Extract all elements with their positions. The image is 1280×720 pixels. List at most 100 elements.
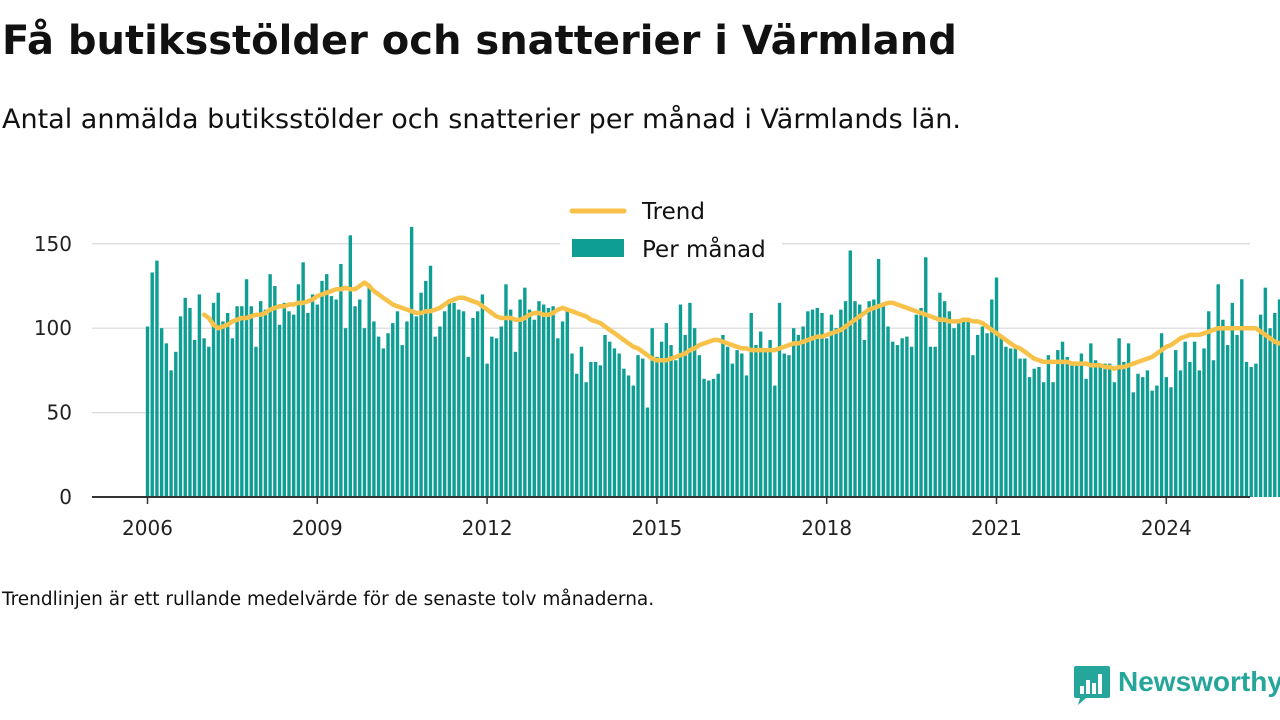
bar [419,292,423,497]
chart-legend: Trend Per månad [560,188,782,268]
bar [560,321,565,497]
bar [447,299,452,497]
bar [707,380,711,497]
bar [891,341,895,497]
bar [598,365,602,497]
bar [716,373,720,497]
x-tick-label: 2006 [122,516,173,540]
bar [636,355,640,497]
bar [796,334,801,497]
bar [942,301,947,497]
bar [801,326,805,497]
bar [612,348,617,497]
bar [1023,358,1027,497]
y-tick-label: 150 [34,232,72,256]
bar [815,307,819,497]
bar [301,262,305,497]
bar [386,333,390,497]
bar [1051,382,1055,497]
bar-chart: 0 50 100 150 2006 2009 2012 2015 2018 2021 2024 Tr… [34,188,1280,540]
bar [329,296,334,497]
bar [461,311,466,497]
bar [711,378,716,497]
legend-bar-swatch [572,239,624,257]
y-tick-label: 50 [47,401,72,425]
bar [853,301,857,497]
bar [537,301,541,497]
bar [957,323,961,497]
bar [254,346,258,497]
bar [556,338,560,497]
bar [287,311,291,497]
bar [985,333,989,497]
bar [1084,378,1088,497]
bar [575,373,579,497]
trend-line [201,280,1280,371]
brand-logo[interactable]: Newsworthy [1072,664,1280,706]
bar [292,314,296,497]
bar [273,285,277,497]
bar [1122,361,1126,497]
bar [758,331,763,497]
bar [244,279,249,497]
bar [924,257,928,497]
bar [155,260,159,497]
bar [499,326,503,497]
bar [768,339,772,497]
bar [730,363,735,497]
footnote: Trendlinjen är ett rullande medelvärde f… [2,589,655,610]
bar [683,334,687,497]
bar [754,345,758,497]
bar [207,346,211,497]
bar [1268,328,1272,497]
bar [1159,333,1164,497]
bar [268,274,272,497]
bar [721,334,725,497]
bar [702,378,706,497]
bar [409,226,414,497]
bar [216,292,220,497]
bar [358,299,362,497]
axes: 0 50 100 150 2006 2009 2012 2015 2018 2021 2024 [34,232,1250,540]
bar [858,304,862,497]
bar [169,370,173,497]
bar [202,338,206,497]
bar [825,338,829,497]
bar [735,350,739,497]
bar [334,299,338,497]
bar [1093,360,1098,497]
bar [909,346,914,497]
bar [259,301,263,497]
bar [178,316,183,497]
x-tick-label: 2021 [971,516,1022,540]
bar [546,307,551,497]
bar [442,311,447,497]
bar [490,336,494,497]
bar-chart-speech-bubble-icon [1074,666,1110,705]
bar [183,297,187,497]
bar [1174,350,1178,497]
bar [980,326,985,497]
bar [188,307,192,497]
bar [376,336,381,497]
bar [1258,314,1263,497]
bar [777,302,782,497]
bar [1249,367,1253,497]
bar [1273,312,1277,497]
bar [1211,360,1216,497]
bar [282,302,286,497]
bar [763,351,768,497]
monthly-bars [145,226,1280,497]
bar [513,351,518,497]
bar [391,323,395,497]
bar [626,375,631,497]
bar [1004,346,1008,497]
bar [622,368,626,497]
bar [457,309,461,497]
bar [466,356,470,497]
bar [1098,367,1102,497]
bar [1136,373,1140,497]
y-tick-label: 100 [34,316,72,340]
bar [381,348,386,497]
bar [641,358,645,497]
